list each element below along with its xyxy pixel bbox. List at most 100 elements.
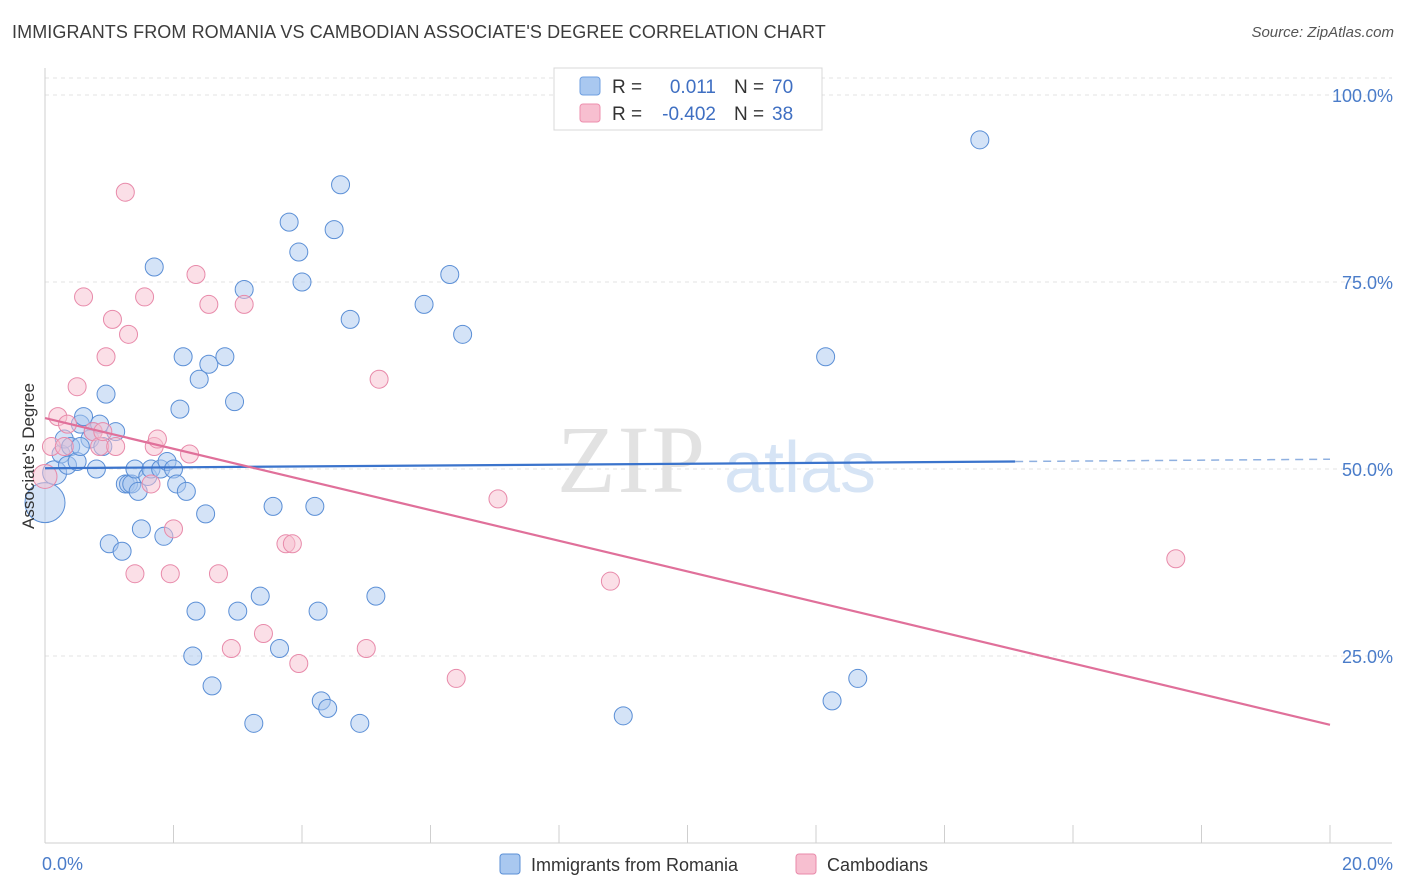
point-romania-39: [199, 354, 219, 374]
chart-title: IMMIGRANTS FROM ROMANIA VS CAMBODIAN ASS…: [12, 22, 826, 42]
stats-n-label-romania: N =: [734, 77, 764, 98]
point-cambodians-15: [135, 287, 155, 307]
point-cambodians-31: [356, 639, 376, 659]
point-romania-37: [189, 369, 209, 389]
point-cambodians-22: [186, 264, 206, 284]
point-cambodians-20: [164, 519, 183, 539]
point-cambodians-23: [199, 294, 219, 314]
point-romania-23: [131, 519, 151, 539]
point-romania-51: [292, 272, 312, 292]
point-romania-52: [305, 496, 325, 516]
stats-r-label-cambodians: R =: [612, 104, 642, 125]
x-tick-label-1: 20.0%: [1342, 854, 1393, 874]
point-cambodians-30: [289, 653, 309, 673]
point-romania-53: [308, 601, 328, 621]
point-cambodians-13: [119, 324, 139, 344]
trend-line-romania: [44, 460, 1016, 470]
point-cambodians-36: [1166, 549, 1186, 569]
point-romania-26: [144, 257, 164, 277]
point-romania-59: [350, 713, 370, 733]
stats-n-value-cambodians: 38: [772, 104, 793, 125]
point-cambodians-33: [446, 668, 466, 688]
legend-label-romania: Immigrants from Romania: [531, 855, 739, 875]
watermark: ZIP atlas: [557, 406, 876, 513]
point-romania-49: [279, 212, 299, 232]
point-romania-61: [414, 294, 434, 314]
point-romania-36: [186, 601, 206, 621]
point-romania-68: [970, 130, 990, 150]
point-cambodians-27: [253, 624, 273, 644]
point-romania-41: [215, 347, 235, 367]
point-romania-47: [263, 496, 283, 516]
point-romania-60: [366, 586, 386, 606]
point-romania-62: [440, 264, 460, 284]
y-tick-label-1: 75.0%: [1342, 273, 1393, 293]
point-cambodians-12: [115, 182, 135, 202]
watermark-zip: ZIP: [557, 406, 707, 513]
legend-swatch-cambodians: [795, 853, 817, 875]
watermark-atlas: atlas: [724, 428, 876, 508]
y-tick-label-3: 25.0%: [1342, 647, 1393, 667]
y-tick-label-2: 50.0%: [1342, 460, 1393, 480]
stats-swatch-cambodians: [579, 103, 601, 123]
tick-labels: 100.0% 75.0% 50.0% 25.0% 0.0% 20.0%: [42, 86, 1393, 874]
point-romania-38: [196, 504, 216, 524]
point-romania-50: [289, 242, 309, 262]
point-romania-55: [318, 698, 338, 718]
point-romania-48: [270, 639, 290, 659]
point-cambodians-9: [96, 347, 116, 367]
point-romania-45: [244, 713, 264, 733]
point-cambodians-14: [125, 564, 145, 584]
point-romania-57: [331, 175, 351, 195]
point-romania-43: [228, 601, 248, 621]
point-cambodians-4: [67, 377, 87, 397]
trend-line-cambodians: [44, 417, 1331, 726]
point-cambodians-11: [106, 437, 126, 457]
point-romania-58: [340, 309, 360, 329]
point-cambodians-10: [102, 309, 122, 329]
y-axis-title: Associate's Degree: [19, 383, 38, 529]
point-cambodians-24: [208, 564, 228, 584]
point-romania-17: [112, 541, 132, 561]
point-cambodians-34: [488, 489, 508, 509]
x-tick-label-0: 0.0%: [42, 854, 83, 874]
stats-n-value-romania: 70: [772, 77, 793, 98]
point-romania-56: [324, 220, 344, 240]
stats-swatch-romania: [579, 76, 601, 96]
legend-swatch-romania: [499, 853, 521, 875]
point-cambodians-16: [141, 474, 161, 494]
point-cambodians-25: [221, 639, 241, 659]
point-cambodians-26: [234, 294, 254, 314]
bottom-legend: Immigrants from Romania Cambodians: [499, 853, 928, 875]
point-romania-33: [173, 347, 193, 367]
point-romania-65: [816, 347, 836, 367]
legend-label-cambodians: Cambodians: [827, 855, 928, 875]
point-romania-35: [183, 646, 203, 666]
point-romania-32: [170, 399, 190, 419]
point-romania-66: [822, 691, 842, 711]
axes: [44, 68, 1392, 844]
point-romania-34: [176, 481, 196, 501]
stats-r-label-romania: R =: [612, 77, 642, 98]
point-cambodians-37: [54, 437, 74, 457]
stats-r-value-cambodians: -0.402: [662, 104, 716, 125]
point-romania-64: [613, 706, 633, 726]
point-romania-46: [250, 586, 270, 606]
trend-line-romania-extension: [1015, 458, 1331, 463]
point-romania-8: [74, 407, 94, 427]
point-romania-67: [848, 668, 868, 688]
stats-legend: R = 0.011 N = 70 R = -0.402 N = 38: [553, 67, 823, 131]
point-cambodians-5: [74, 287, 94, 307]
point-romania-42: [225, 392, 245, 412]
point-romania-63: [453, 324, 473, 344]
chart-source: Source: ZipAtlas.com: [1251, 24, 1394, 41]
point-cambodians-35: [600, 571, 620, 591]
point-romania-40: [202, 676, 222, 696]
stats-n-label-cambodians: N =: [734, 104, 764, 125]
point-cambodians-29: [282, 534, 302, 554]
point-cambodians-19: [160, 564, 180, 584]
stats-r-value-romania: 0.011: [670, 77, 716, 98]
y-tick-label-0: 100.0%: [1332, 86, 1393, 106]
trend-lines: [44, 417, 1331, 726]
